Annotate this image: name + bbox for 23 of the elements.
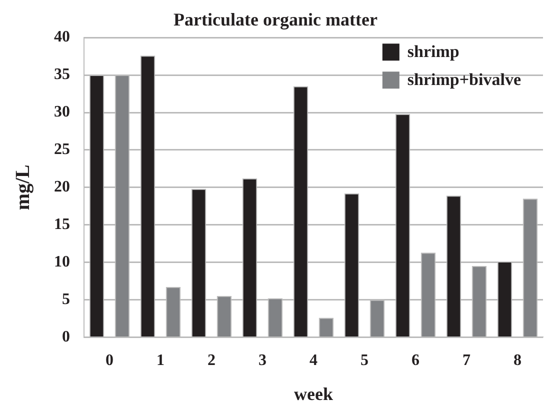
x-tick-label: 8	[514, 352, 522, 369]
y-tick-label: 15	[54, 216, 70, 233]
y-tick-label: 25	[54, 141, 70, 158]
x-axis-title: week	[294, 384, 333, 404]
x-tick-label: 6	[412, 352, 420, 369]
y-tick-label: 40	[54, 28, 70, 46]
y-tick-label: 10	[54, 253, 70, 270]
x-tick-label: 3	[258, 352, 266, 369]
x-tick-label: 1	[156, 352, 164, 369]
y-axis-title: mg/L	[12, 164, 34, 210]
x-tick-label: 0	[106, 352, 114, 369]
x-tick-label: 5	[360, 352, 368, 369]
legend-label: shrimp+bivalve	[407, 70, 522, 89]
y-tick-label: 5	[62, 290, 70, 308]
y-tick-label: 35	[54, 66, 70, 84]
y-tick-label: 20	[54, 178, 70, 196]
x-tick-label: 7	[462, 352, 470, 369]
y-tick-label: 0	[62, 328, 70, 346]
y-tick-label: 30	[54, 104, 70, 121]
x-tick-label: 2	[208, 352, 216, 369]
legend-label: shrimp	[407, 42, 460, 61]
chart-title: Particulate organic matter	[174, 9, 378, 30]
x-tick-label: 4	[310, 352, 318, 369]
